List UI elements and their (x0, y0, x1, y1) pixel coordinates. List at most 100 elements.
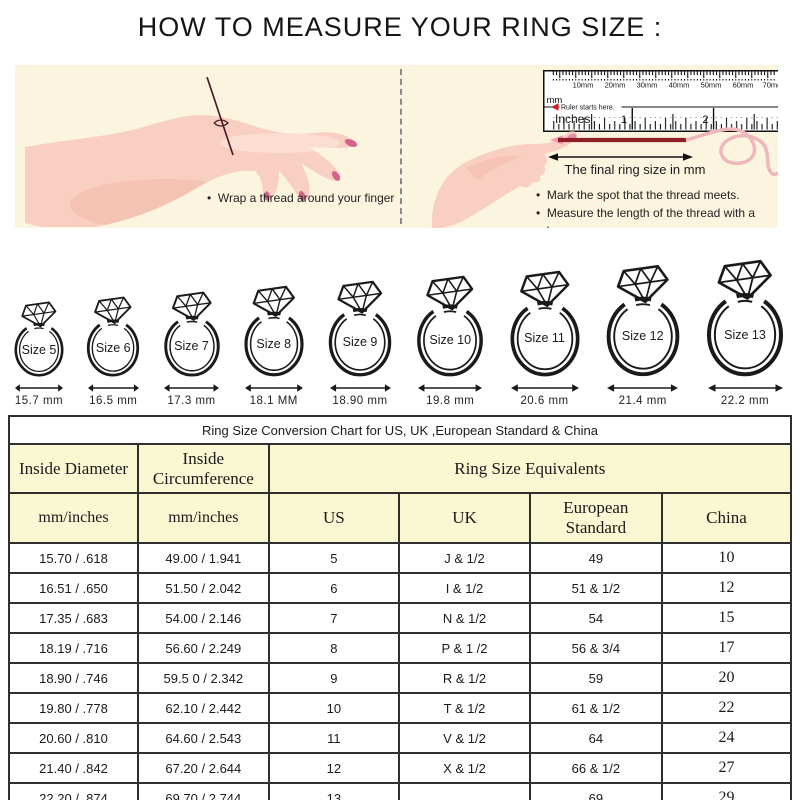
cell-china: 29 (660, 782, 793, 800)
ring-size-label: Size 11 (524, 331, 565, 346)
diamond-ring-icon (328, 280, 392, 377)
ring-size-item: Size 9 18.90 mm (323, 280, 397, 407)
ring-size-label: Size 6 (95, 340, 131, 355)
cell-inside-circumference: 64.60 / 2.543 (137, 722, 270, 754)
diamond-ring-icon (163, 291, 220, 377)
cell-china: 24 (660, 722, 793, 754)
cell-uk: T & 1/2 (398, 692, 531, 724)
cell-uk: V & 1/2 (398, 722, 531, 754)
inch-major-ticks (591, 108, 755, 130)
cell-inside-circumference: 56.60 / 2.249 (137, 632, 270, 664)
ring-size-item: Size 7 17.3 mm (159, 291, 225, 407)
ring-diameter-arrow (329, 383, 391, 393)
inch-number: 2 (702, 114, 708, 126)
ring-size-label: Size 7 (174, 339, 209, 354)
ring-size-label: Size 8 (256, 336, 292, 351)
cell-european: 69 (528, 782, 663, 800)
wrap-thread-note: Wrap a thread around your finger (207, 191, 395, 205)
conversion-table: Ring Size Conversion Chart for US, UK ,E… (7, 415, 793, 800)
cell-uk: X & 1/2 (398, 752, 531, 784)
ring-diameter-arrow (707, 383, 783, 393)
ring-size-item: Size 13 22.2 mm (700, 259, 790, 407)
ring-size-label: Size 10 (429, 333, 472, 348)
ring-diameter-arrow (607, 383, 679, 393)
cell-european: 49 (528, 542, 663, 574)
diamond-ring-icon (417, 275, 484, 377)
mm-label: 40mm (669, 81, 690, 90)
diamond-ring-icon (244, 285, 304, 377)
needle-thread-icon (206, 77, 234, 156)
inch-number: 1 (621, 114, 627, 126)
inch-numbers: 1 2 (621, 114, 709, 126)
inch-tick-marks (551, 117, 778, 130)
measure-notes: Mark the spot that the thread meets. Mea… (536, 187, 778, 228)
ring-diameter-label: 17.3 mm (167, 395, 216, 407)
cell-uk: I & 1/2 (398, 572, 531, 604)
final-size-arrow (548, 153, 693, 161)
table-row: 17.35 / .683 54.00 / 2.146 7 N & 1/2 54 … (7, 602, 793, 634)
wrap-thread-note-text: Wrap a thread around your finger (217, 191, 395, 205)
ring-size-item: Size 12 21.4 mm (600, 264, 686, 407)
cell-inside-diameter: 18.19 / .716 (7, 632, 140, 664)
cell-us: 9 (267, 662, 401, 694)
cell-inside-diameter: 17.35 / .683 (7, 602, 140, 634)
cell-us: 12 (267, 752, 401, 784)
cell-european: 64 (528, 722, 663, 754)
table-row: 16.51 / .650 51.50 / 2.042 6 I & 1/2 51 … (7, 572, 793, 604)
diamond-ring-icon (87, 296, 140, 377)
measure-length-note: Measure the length of the thread with a … (536, 205, 778, 228)
cell-china: 12 (660, 572, 793, 604)
cell-inside-diameter: 19.80 / .778 (7, 692, 140, 724)
table-row: 20.60 / .810 64.60 / 2.543 11 V & 1/2 64… (7, 722, 793, 754)
mm-tick-marks (551, 71, 776, 81)
cell-inside-diameter: 22.20 / .874 (7, 782, 140, 800)
mm-label: 30mm (637, 81, 658, 90)
cell-uk: N & 1/2 (398, 602, 531, 634)
ring-diameter-label: 16.5 mm (89, 395, 138, 407)
mark-spot-note: Mark the spot that the thread meets. (536, 187, 778, 205)
ring-diameter-arrow (87, 383, 139, 393)
cell-inside-circumference: 54.00 / 2.146 (137, 602, 270, 634)
cell-uk: P & 1 /2 (398, 632, 531, 664)
mm-label: 70mm (763, 81, 778, 90)
ring-diameter-label: 18.1 MM (249, 395, 298, 407)
ring-diameter-arrow (510, 383, 579, 393)
column-header-european-standard: European Standard (528, 492, 663, 544)
ring-size-label: Size 12 (621, 329, 664, 344)
table-row: 18.19 / .716 56.60 / 2.249 8 P & 1 /2 56… (7, 632, 793, 664)
column-header-mm-inches-circumference: mm/inches (137, 492, 270, 544)
instruction-band: Wrap a thread around your finger (15, 65, 778, 228)
diamond-ring-icon (606, 264, 680, 377)
ring-size-item: Size 5 15.7 mm (10, 301, 68, 407)
ring-size-label: Size 9 (342, 335, 378, 350)
cell-inside-diameter: 16.51 / .650 (7, 572, 140, 604)
header-inside-circumference: Inside Circumference (137, 443, 270, 494)
table-row: 15.70 / .618 49.00 / 1.941 5 J & 1/2 49 … (7, 542, 793, 574)
column-header-mm-inches-diameter: mm/inches (7, 492, 140, 544)
ring-diameter-label: 15.7 mm (14, 395, 64, 407)
cell-us: 13 (267, 782, 401, 800)
cell-european: 66 & 1/2 (528, 752, 663, 784)
cell-european: 61 & 1/2 (528, 692, 663, 724)
mm-unit-label: mm (547, 95, 563, 106)
table-row: 18.90 / .746 59.5 0 / 2.342 9 R & 1/2 59… (7, 662, 793, 694)
cell-us: 11 (267, 722, 401, 754)
table-row: 19.80 / .778 62.10 / 2.442 10 T & 1/2 61… (7, 692, 793, 724)
cell-inside-circumference: 49.00 / 1.941 (137, 542, 270, 574)
ring-diameter-label: 20.6 mm (520, 395, 569, 407)
cell-inside-diameter: 21.40 / .842 (7, 752, 140, 784)
table-title: Ring Size Conversion Chart for US, UK ,E… (8, 415, 792, 445)
ring-sizes-row: Size 5 15.7 mm Size 6 16.5 mm Size 7 17.… (10, 245, 790, 407)
cell-inside-circumference: 62.10 / 2.442 (137, 692, 270, 724)
thread-loop (685, 127, 778, 177)
thread-measurement-illustration (431, 127, 778, 228)
thread-line (550, 135, 686, 145)
cell-us: 6 (267, 572, 401, 604)
ring-diameter-label: 21.4 mm (618, 395, 667, 407)
cell-china: 17 (660, 632, 793, 664)
ring-size-label: Size 13 (724, 327, 766, 342)
ring-size-item: Size 11 20.6 mm (504, 270, 586, 407)
header-inside-diameter: Inside Diameter (7, 443, 140, 494)
diamond-ring-icon (509, 270, 580, 377)
